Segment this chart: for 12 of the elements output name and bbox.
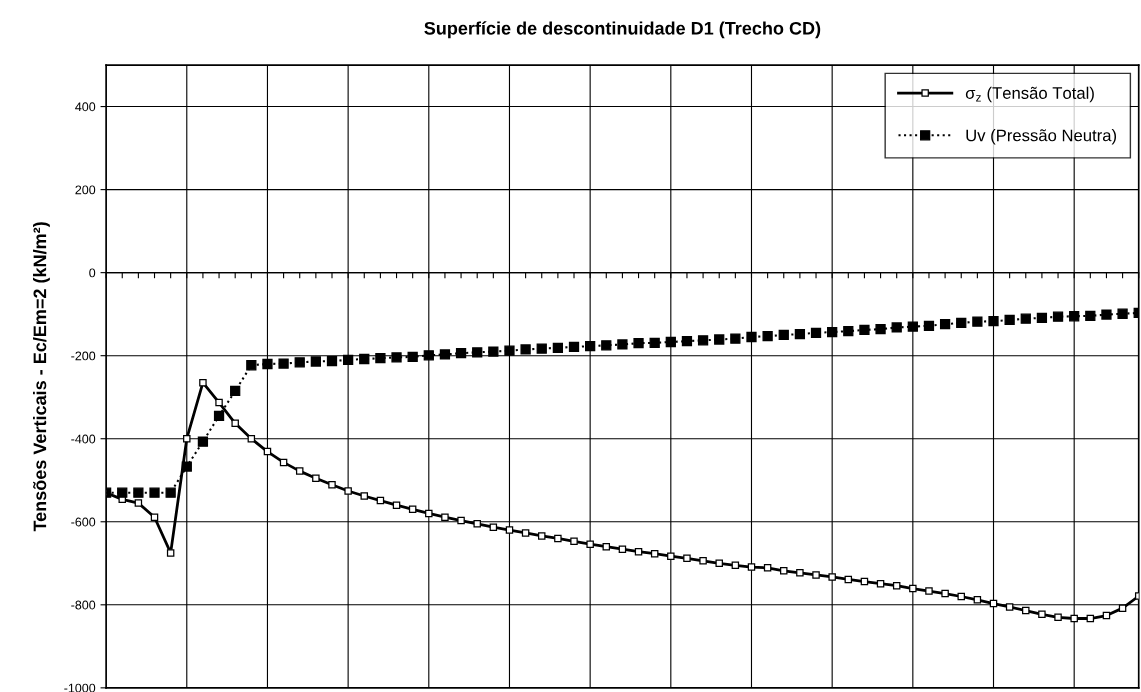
y-tick-label: -600 [71, 517, 96, 527]
y-tick-label: 0 [89, 268, 96, 278]
legend-label: σ$_{z}$ (Tensão Total) [965, 86, 1094, 103]
y-tick-label: -1000 [64, 683, 96, 692]
y-tick-label: 400 [75, 102, 96, 112]
y-tick-label: -200 [71, 351, 96, 361]
y-tick-label: -800 [71, 600, 96, 610]
y-tick-label: -400 [71, 434, 96, 444]
y-tick-label: 200 [75, 185, 96, 195]
y-axis-title: Tensões Verticais - Ec/Em=2 (kN/m²) [33, 222, 50, 532]
chart-title: Superfície de descontinuidade D1 (Trecho CD) [424, 21, 821, 39]
legend-label: Uv (Pressão Neutra) [966, 129, 1117, 145]
